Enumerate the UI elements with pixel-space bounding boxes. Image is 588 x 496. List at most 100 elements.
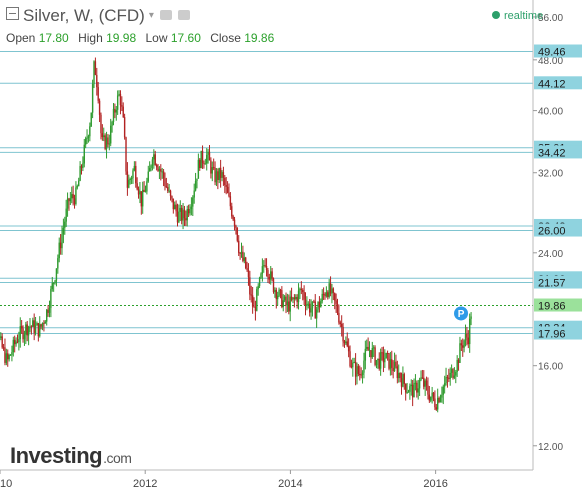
candle-body	[115, 109, 117, 113]
candle-body	[464, 333, 467, 341]
candle-body	[154, 154, 156, 165]
candle-body	[59, 242, 62, 249]
candle-body	[455, 371, 457, 376]
candle-body	[322, 293, 325, 295]
candle-body	[318, 302, 321, 308]
candle-body	[233, 219, 236, 226]
candle-body	[402, 374, 404, 387]
candle-body	[457, 359, 460, 363]
candle-body	[244, 257, 247, 269]
candle-body	[105, 137, 108, 149]
candle-body	[72, 194, 74, 199]
candle-body	[329, 283, 332, 294]
candle-body	[370, 350, 372, 358]
candle-body	[111, 121, 113, 126]
candle-body	[249, 277, 251, 295]
candle-body	[452, 369, 454, 378]
marker[interactable]: P	[454, 306, 469, 321]
last-price-label: 19.86	[538, 301, 566, 313]
candle-body	[338, 312, 340, 323]
candle-body	[204, 163, 207, 165]
candle-body	[340, 323, 343, 327]
candle-body	[393, 361, 396, 372]
candle-body	[417, 388, 419, 393]
candle-body	[265, 266, 268, 270]
candle-body	[332, 288, 335, 294]
ohlc-high-label: High	[78, 31, 103, 45]
candle-body	[139, 191, 141, 195]
candle-body	[200, 150, 202, 169]
candle-body	[83, 144, 85, 164]
candle-body	[268, 276, 271, 280]
candle-body	[254, 306, 257, 311]
candle-body	[261, 266, 264, 274]
candle-body	[33, 320, 35, 334]
candle-body	[279, 289, 282, 291]
candle-body	[250, 294, 252, 296]
candle-body	[350, 366, 353, 368]
candle-body	[13, 339, 16, 345]
candle-body	[187, 209, 190, 214]
candle-body	[210, 160, 212, 174]
candle-body	[158, 169, 161, 171]
candle-body	[395, 361, 397, 367]
candle-body	[155, 164, 158, 168]
candle-body	[22, 328, 24, 340]
candle-body	[448, 377, 450, 379]
candle-body	[363, 360, 365, 373]
collapse-icon[interactable]	[6, 7, 19, 20]
y-tick-label: 32.00	[538, 169, 563, 180]
candle-body	[460, 343, 463, 346]
candle-body	[357, 366, 360, 374]
candle-body	[110, 125, 112, 144]
ohlc-close-value: 19.86	[244, 31, 275, 45]
candle-body	[450, 369, 453, 373]
candle-body	[137, 189, 140, 195]
candle-body	[321, 293, 323, 302]
candle-body	[55, 268, 58, 281]
candle-body	[246, 268, 248, 270]
candle-body	[353, 361, 355, 363]
candle-body	[218, 167, 220, 180]
chevron-down-icon[interactable]: ▾	[148, 10, 154, 21]
settings-icon[interactable]	[177, 10, 190, 20]
candle-body	[431, 392, 433, 397]
candle-body	[375, 360, 378, 365]
candle-body	[462, 345, 464, 348]
candle-body	[150, 165, 152, 169]
candle-body	[112, 108, 115, 122]
candle-body	[239, 252, 241, 254]
candle-body	[39, 324, 41, 337]
candle-body	[356, 366, 358, 377]
investing-logo: Investing.com	[10, 443, 132, 469]
last-price-label-bg	[534, 298, 582, 312]
candle-body	[442, 386, 444, 395]
candle-body	[391, 359, 393, 368]
candle-body	[308, 303, 311, 313]
camera-icon[interactable]	[159, 10, 172, 20]
marker-circle	[454, 306, 469, 321]
price-level-label-bg	[534, 145, 582, 159]
candle-body	[143, 189, 145, 192]
candle-body	[418, 380, 421, 389]
candle-body	[430, 396, 432, 401]
candle-body	[385, 352, 387, 359]
candle-body	[428, 394, 431, 401]
candle-body	[98, 100, 101, 115]
candle-body	[299, 288, 301, 291]
candle-body	[435, 407, 438, 410]
candle-body	[289, 296, 291, 312]
candle-body	[468, 318, 471, 345]
candle-body	[123, 117, 126, 138]
candle-body	[41, 322, 44, 327]
candle-body	[46, 309, 48, 322]
candle-body	[411, 384, 414, 398]
candle-body	[354, 361, 357, 377]
candle-body	[349, 351, 351, 367]
price-level-label-bg	[534, 275, 582, 289]
candle-body	[382, 352, 385, 363]
candle-body	[307, 303, 309, 305]
candle-body	[424, 380, 426, 387]
candle-body	[432, 392, 435, 399]
